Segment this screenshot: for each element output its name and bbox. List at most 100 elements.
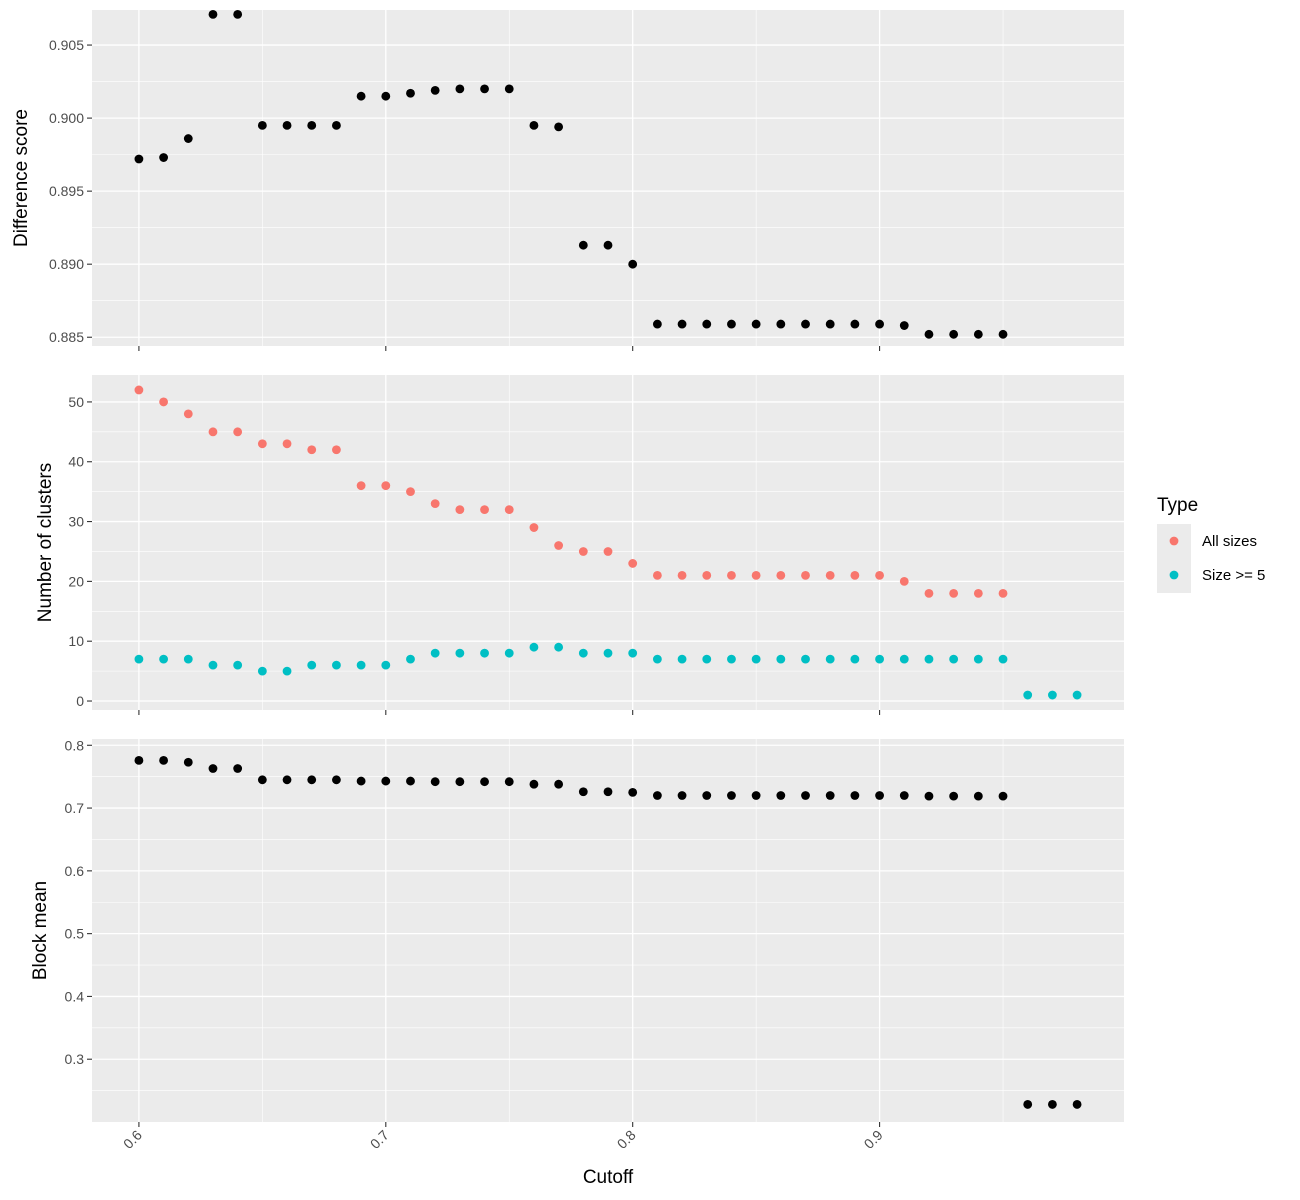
data-point: [554, 642, 564, 652]
x-tick-label: 0.8: [614, 1127, 639, 1152]
data-point: [282, 121, 292, 130]
data-point: [776, 791, 786, 800]
data-point: [677, 654, 687, 664]
data-point: [529, 523, 539, 532]
data-point: [973, 329, 983, 339]
data-point: [924, 588, 934, 598]
data-point: [1072, 690, 1082, 700]
data-point: [727, 791, 736, 800]
data-point: [307, 775, 317, 785]
data-point: [998, 588, 1008, 598]
data-point: [825, 319, 835, 329]
data-point: [702, 791, 712, 800]
data-point: [702, 654, 712, 664]
data-point: [307, 121, 317, 130]
data-point: [381, 660, 391, 670]
y-tick-label: 30: [68, 514, 84, 530]
data-point: [307, 660, 317, 670]
data-point: [801, 654, 810, 664]
data-point: [998, 329, 1008, 339]
data-point: [381, 481, 391, 491]
data-point: [776, 654, 786, 664]
data-point: [183, 409, 193, 419]
x-axis-title: Cutoff: [583, 1167, 634, 1188]
data-point: [1023, 690, 1033, 700]
data-point: [603, 787, 613, 797]
y-tick-label: 0.905: [49, 37, 84, 53]
data-point: [727, 319, 736, 329]
data-point: [208, 427, 218, 437]
x-tick-label: 0.9: [861, 1127, 886, 1152]
data-point: [529, 642, 539, 652]
series-1: [134, 755, 1082, 1109]
legend-key: [1169, 536, 1179, 546]
data-point: [998, 654, 1008, 664]
data-point: [406, 88, 415, 98]
legend-label: All sizes: [1202, 533, 1257, 550]
data-point: [332, 121, 341, 130]
x-tick-label: 0.6: [120, 1127, 145, 1152]
data-point: [751, 654, 761, 664]
data-point: [578, 240, 588, 250]
y-tick-label: 0.895: [49, 183, 84, 199]
data-point: [257, 666, 267, 676]
data-point: [480, 505, 489, 514]
data-point: [1048, 1100, 1057, 1109]
panel-background: [92, 10, 1124, 346]
data-point: [850, 654, 860, 664]
data-point: [899, 321, 909, 330]
data-point: [554, 779, 564, 789]
data-point: [652, 791, 662, 800]
data-point: [356, 481, 366, 491]
y-tick-label: 0.8: [65, 737, 85, 753]
data-point: [751, 791, 761, 800]
y-tick-label: 0.890: [49, 256, 84, 272]
data-point: [233, 9, 243, 19]
data-point: [282, 775, 292, 785]
data-point: [727, 571, 736, 580]
x-tick-label: 0.7: [367, 1127, 392, 1152]
y-tick-label: 0.6: [65, 863, 85, 879]
data-point: [430, 648, 440, 658]
data-point: [578, 547, 588, 556]
data-point: [257, 775, 267, 785]
data-point: [356, 91, 366, 101]
data-point: [702, 319, 712, 329]
data-point: [875, 654, 884, 664]
data-point: [949, 654, 959, 664]
data-point: [183, 654, 193, 664]
panel-background: [92, 739, 1124, 1122]
data-point: [430, 85, 440, 95]
data-point: [381, 776, 391, 786]
data-point: [430, 499, 440, 509]
y-tick-label: 0.7: [65, 800, 85, 816]
data-point: [973, 654, 983, 664]
y-tick-label: 0.885: [49, 329, 84, 345]
data-point: [332, 775, 341, 785]
data-point: [134, 385, 144, 395]
data-point: [652, 571, 662, 580]
data-point: [504, 648, 514, 658]
data-point: [406, 776, 415, 786]
y-axis-title: Number of clusters: [35, 463, 56, 622]
data-point: [924, 654, 934, 664]
data-point: [628, 259, 638, 269]
data-point: [554, 541, 564, 550]
legend: Type All sizes Size >= 5: [1157, 495, 1265, 593]
legend-key-background: [1157, 524, 1191, 593]
data-point: [381, 91, 391, 101]
panel-1: 0.885 0.890 0.895 0.900 0.905 Difference scor…: [11, 9, 1124, 351]
data-point: [430, 777, 440, 787]
data-point: [208, 9, 218, 19]
y-tick-label: 20: [68, 573, 84, 589]
data-point: [208, 764, 218, 773]
legend-label: Size >= 5: [1202, 567, 1265, 584]
data-point: [924, 791, 934, 801]
chart-panels: 0.885 0.890 0.895 0.900 0.905 Difference scor…: [11, 9, 1124, 1127]
data-point: [973, 588, 983, 598]
data-point: [183, 134, 193, 143]
data-point: [529, 121, 539, 130]
legend-title: Type: [1157, 495, 1198, 516]
data-point: [356, 776, 366, 786]
